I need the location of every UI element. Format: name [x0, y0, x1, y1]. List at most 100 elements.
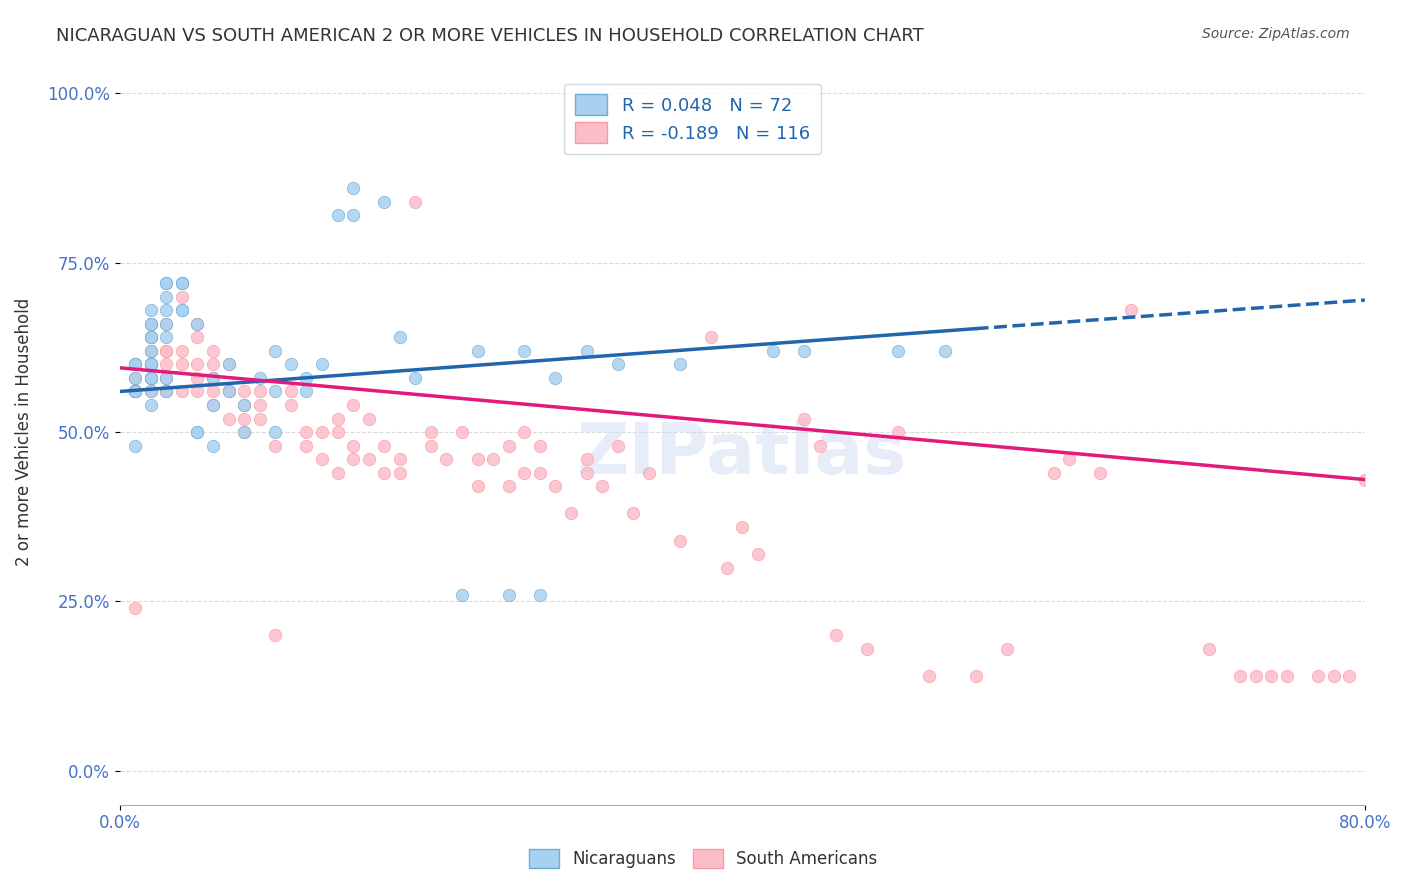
Point — [139, 317, 162, 331]
Point — [1339, 669, 1361, 683]
Point — [124, 439, 146, 453]
Point — [155, 371, 177, 385]
Point — [1090, 466, 1112, 480]
Point — [186, 330, 208, 344]
Point — [731, 520, 754, 534]
Point — [139, 371, 162, 385]
Point — [170, 343, 193, 358]
Point — [218, 384, 240, 399]
Point — [762, 343, 785, 358]
Point — [1121, 303, 1143, 318]
Point — [233, 398, 256, 412]
Point — [467, 452, 489, 467]
Point — [436, 452, 458, 467]
Point — [342, 208, 364, 222]
Point — [326, 425, 349, 439]
Point — [965, 669, 987, 683]
Point — [467, 343, 489, 358]
Point — [139, 371, 162, 385]
Point — [621, 507, 644, 521]
Point — [934, 343, 956, 358]
Point — [139, 358, 162, 372]
Point — [249, 384, 271, 399]
Point — [233, 398, 256, 412]
Point — [326, 208, 349, 222]
Point — [139, 343, 162, 358]
Point — [264, 384, 287, 399]
Point — [326, 466, 349, 480]
Point — [513, 466, 536, 480]
Point — [155, 303, 177, 318]
Point — [155, 343, 177, 358]
Point — [218, 384, 240, 399]
Point — [155, 384, 177, 399]
Point — [1229, 669, 1251, 683]
Legend: Nicaraguans, South Americans: Nicaraguans, South Americans — [522, 842, 884, 875]
Point — [201, 439, 224, 453]
Point — [529, 439, 551, 453]
Text: ZIPatlas: ZIPatlas — [576, 420, 907, 489]
Point — [233, 425, 256, 439]
Point — [591, 479, 613, 493]
Point — [218, 384, 240, 399]
Point — [669, 533, 692, 548]
Point — [170, 276, 193, 290]
Point — [139, 303, 162, 318]
Point — [139, 358, 162, 372]
Point — [218, 358, 240, 372]
Point — [186, 384, 208, 399]
Point — [124, 384, 146, 399]
Point — [201, 398, 224, 412]
Point — [1260, 669, 1282, 683]
Point — [855, 641, 877, 656]
Point — [342, 398, 364, 412]
Point — [201, 384, 224, 399]
Point — [342, 181, 364, 195]
Point — [995, 641, 1018, 656]
Point — [1306, 669, 1329, 683]
Point — [295, 384, 318, 399]
Point — [139, 371, 162, 385]
Point — [155, 276, 177, 290]
Point — [560, 507, 582, 521]
Point — [467, 479, 489, 493]
Point — [139, 358, 162, 372]
Point — [1244, 669, 1267, 683]
Point — [373, 466, 395, 480]
Point — [498, 479, 520, 493]
Text: Source: ZipAtlas.com: Source: ZipAtlas.com — [1202, 27, 1350, 41]
Point — [419, 439, 441, 453]
Point — [139, 358, 162, 372]
Point — [124, 371, 146, 385]
Point — [155, 330, 177, 344]
Point — [1042, 466, 1064, 480]
Point — [419, 425, 441, 439]
Point — [373, 194, 395, 209]
Point — [451, 588, 474, 602]
Point — [264, 425, 287, 439]
Point — [1057, 452, 1080, 467]
Point — [295, 439, 318, 453]
Point — [1275, 669, 1298, 683]
Point — [124, 371, 146, 385]
Point — [700, 330, 723, 344]
Point — [513, 343, 536, 358]
Point — [575, 343, 598, 358]
Point — [155, 317, 177, 331]
Point — [170, 303, 193, 318]
Point — [388, 452, 411, 467]
Text: NICARAGUAN VS SOUTH AMERICAN 2 OR MORE VEHICLES IN HOUSEHOLD CORRELATION CHART: NICARAGUAN VS SOUTH AMERICAN 2 OR MORE V… — [56, 27, 924, 45]
Point — [139, 317, 162, 331]
Point — [155, 276, 177, 290]
Point — [404, 371, 426, 385]
Point — [404, 194, 426, 209]
Point — [264, 628, 287, 642]
Point — [233, 411, 256, 425]
Point — [887, 425, 910, 439]
Point — [1198, 641, 1220, 656]
Point — [233, 384, 256, 399]
Point — [218, 358, 240, 372]
Point — [139, 343, 162, 358]
Point — [139, 371, 162, 385]
Point — [388, 330, 411, 344]
